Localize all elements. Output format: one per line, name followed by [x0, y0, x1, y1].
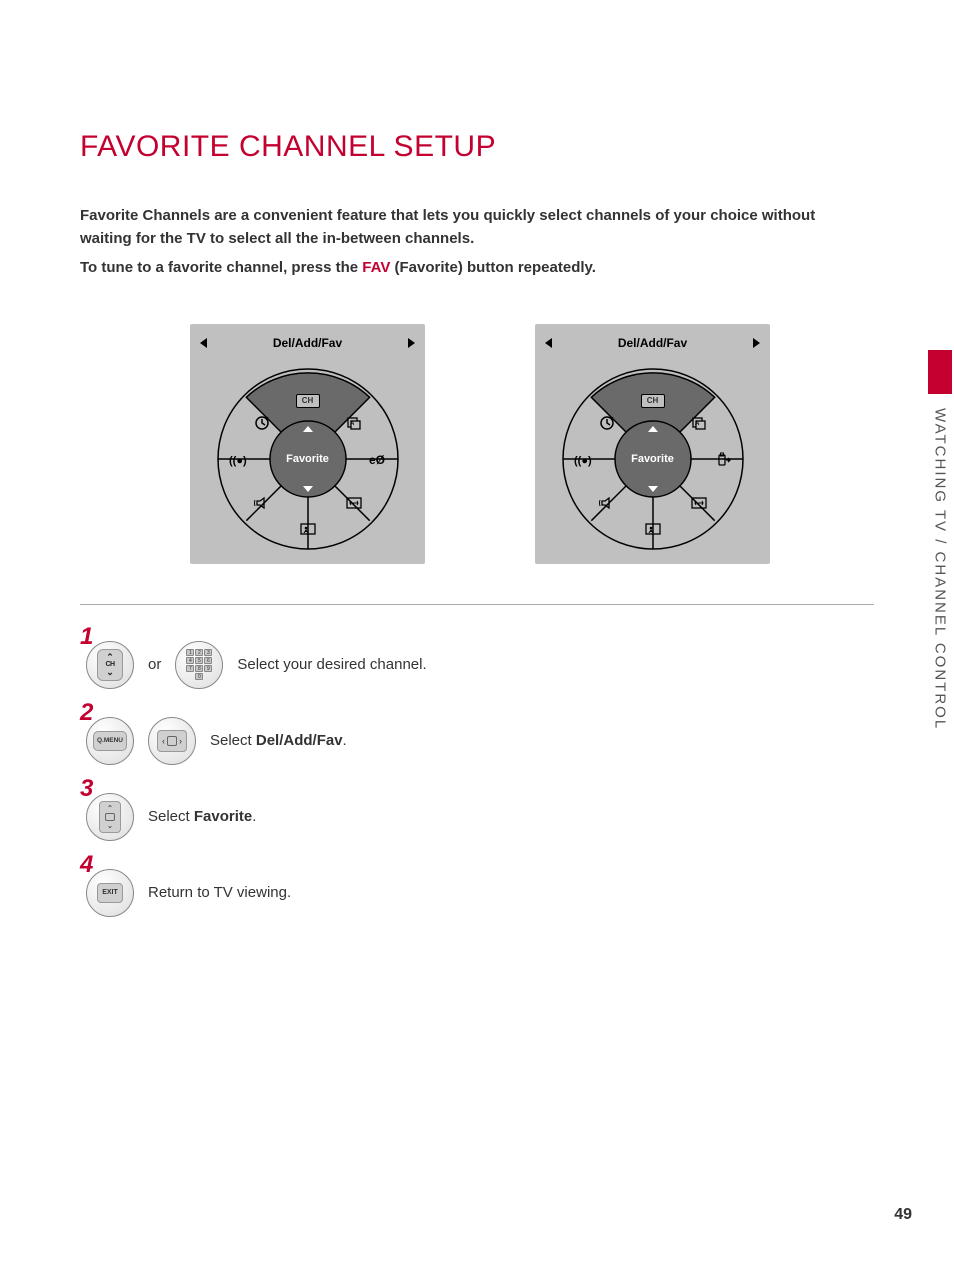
intro-2b: (Favorite) button repeatedly. [390, 259, 596, 276]
step-3-num: 3 [80, 775, 93, 803]
aspect-icon [345, 494, 363, 512]
step-4-text: Return to TV viewing. [148, 884, 291, 901]
step-2: 2 Q.MENU ‹ › Select Del/Add/Fav. [86, 717, 874, 765]
left-right-button[interactable]: ‹ › [148, 717, 196, 765]
ch-badge-1: CH [296, 394, 320, 408]
diagram-row: Del/Add/Fav CH Favorite [80, 324, 874, 564]
left-arrow-icon [545, 338, 552, 348]
svg-text:z: z [611, 416, 614, 422]
chevron-down-icon: ⌄ [106, 668, 114, 676]
panel-1-header: Del/Add/Fav [200, 332, 415, 354]
svg-text:A: A [695, 421, 700, 427]
picture-mode-icon [299, 520, 317, 538]
side-tab: WATCHING TV / CHANNEL CONTROL [926, 350, 954, 730]
quick-menu-panel-2: Del/Add/Fav CH Favorite [535, 324, 770, 564]
svg-text:eØ: eØ [369, 453, 385, 467]
step-4: 4 EXIT Return to TV viewing. [86, 869, 874, 917]
qmenu-label: Q.MENU [93, 731, 127, 751]
speaker-icon [598, 494, 616, 512]
hub-label-1: Favorite [286, 453, 329, 465]
left-caret-icon: ‹ [162, 736, 165, 746]
ch-badge-2: CH [641, 394, 665, 408]
svg-text:((●)): ((●)) [229, 455, 247, 467]
intro-2a: To tune to a favorite channel, press the [80, 259, 362, 276]
steps-list: 1 ⌃ CH ⌄ or 123 456 789 0 Select your de… [80, 641, 874, 917]
side-tab-text: WATCHING TV / CHANNEL CONTROL [932, 408, 949, 730]
wheel-1: CH Favorite z A ((●)) eØ [215, 366, 401, 552]
multi-audio-icon: A [345, 414, 363, 432]
sound-icon: ((●)) [229, 451, 247, 469]
right-arrow-icon [753, 338, 760, 348]
panel-1-title: Del/Add/Fav [273, 336, 342, 350]
left-arrow-icon [200, 338, 207, 348]
or-text: or [148, 656, 161, 673]
page-number: 49 [894, 1206, 912, 1224]
step-4-num: 4 [80, 851, 93, 879]
step-1: 1 ⌃ CH ⌄ or 123 456 789 0 Select your de… [86, 641, 874, 689]
svg-text:z: z [266, 416, 269, 422]
quick-menu-panel-1: Del/Add/Fav CH Favorite [190, 324, 425, 564]
right-caret-icon: › [179, 736, 182, 746]
energy-icon: eØ [369, 451, 387, 469]
step-3-text: Select Favorite. [148, 808, 256, 825]
usb-eject-icon [714, 451, 732, 469]
fav-keyword: FAV [362, 259, 390, 276]
up-caret-icon: ⌃ [107, 804, 114, 813]
aspect-icon [690, 494, 708, 512]
step-1-text: Select your desired channel. [237, 656, 426, 673]
side-tab-marker [928, 350, 952, 394]
hub-up-arrow-icon [303, 426, 313, 432]
down-caret-icon: ⌄ [107, 821, 114, 830]
sleep-icon: z [253, 414, 271, 432]
hub-label-2: Favorite [631, 453, 674, 465]
intro-paragraph-1: Favorite Channels are a convenient featu… [80, 204, 860, 251]
step-3: 3 ⌃ ⌄ Select Favorite. [86, 793, 874, 841]
picture-mode-icon [644, 520, 662, 538]
multi-audio-icon: A [690, 414, 708, 432]
exit-label: EXIT [97, 883, 123, 903]
sound-icon: ((●)) [574, 451, 592, 469]
section-divider [80, 604, 874, 605]
wheel-2: CH Favorite z A ((●)) [560, 366, 746, 552]
ok-square-icon [105, 813, 115, 821]
hub-up-arrow-icon [648, 426, 658, 432]
step-2-text: Select Del/Add/Fav. [210, 732, 347, 749]
page-title: FAVORITE CHANNEL SETUP [80, 130, 874, 164]
hub-down-arrow-icon [303, 486, 313, 492]
number-pad-button[interactable]: 123 456 789 0 [175, 641, 223, 689]
chevron-up-icon: ⌃ [106, 653, 114, 661]
sleep-icon: z [598, 414, 616, 432]
hub-down-arrow-icon [648, 486, 658, 492]
right-arrow-icon [408, 338, 415, 348]
svg-text:((●)): ((●)) [574, 455, 592, 467]
intro-paragraph-2: To tune to a favorite channel, press the… [80, 259, 874, 276]
panel-2-header: Del/Add/Fav [545, 332, 760, 354]
panel-2-title: Del/Add/Fav [618, 336, 687, 350]
ok-square-icon [167, 736, 177, 746]
step-2-num: 2 [80, 699, 93, 727]
svg-text:A: A [350, 421, 355, 427]
speaker-icon [253, 494, 271, 512]
step-1-num: 1 [80, 623, 93, 651]
